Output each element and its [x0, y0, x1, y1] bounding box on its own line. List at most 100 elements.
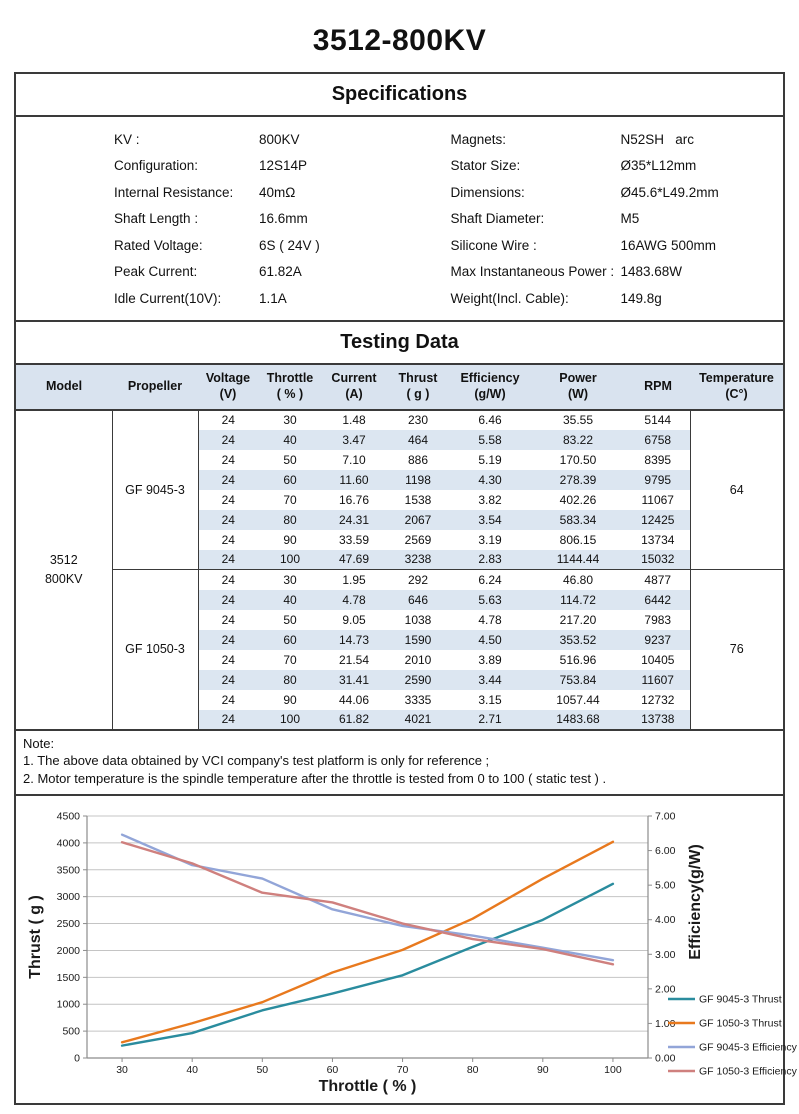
spec-row: KV : 800KV: [16, 126, 400, 153]
table-body: 3512 800KV GF 9045-3 24 30 1.48 230 6.46 35.55 5…: [16, 409, 783, 730]
left-tick-label: 1500: [57, 972, 81, 984]
table-row: GF 1050-3 24 30 1.95 292 6.24 46.80 4877 76: [16, 569, 783, 730]
table-row: 24 100 61.82 4021 2.71 1483.68 13738: [16, 709, 783, 730]
spec-value: N52SH arc: [620, 131, 695, 147]
data-cell: 14.73: [322, 629, 386, 650]
data-cell: 464: [386, 429, 450, 450]
data-cell: 6442: [626, 589, 690, 610]
specifications-body: KV : 800KV Configuration: 12S14P Internal Re…: [16, 117, 783, 322]
page-title: 3512-800KV: [312, 24, 487, 57]
data-cell: 516.96: [559, 652, 597, 667]
data-cell: 1590: [386, 629, 450, 650]
note-lines: 1. The above data obtained by VCI compan…: [23, 752, 776, 787]
data-cell: 3.44: [450, 669, 530, 690]
data-cell: 33.59: [338, 532, 370, 547]
table-row: 24 60 11.60 1198 4.30 278.39 9795: [16, 469, 783, 490]
table-row: 24 60 14.73 1590 4.50 353.52 9237: [16, 629, 783, 650]
data-cell: 90: [283, 532, 297, 547]
spec-value: 16.6mm: [259, 211, 308, 227]
data-cell: 30: [258, 569, 322, 590]
series-line-2: [120, 833, 615, 962]
data-cell: 24.31: [322, 509, 386, 530]
data-cell: 4.78: [322, 589, 386, 610]
data-cell: 24: [198, 469, 258, 490]
data-cell: 3.15: [478, 692, 502, 707]
testing-data-title: Testing Data: [340, 330, 459, 353]
data-cell: 217.20: [559, 612, 597, 627]
table-row: 24 70 21.54 2010 3.89 516.96 10405: [16, 650, 783, 670]
data-cell: 61.82: [322, 709, 386, 730]
data-cell: 24: [198, 669, 258, 690]
model-cell: 3512 800KV: [16, 409, 113, 730]
spec-value: Ø45.6*L49.2mm: [620, 184, 719, 200]
left-tick-label: 3000: [57, 891, 81, 903]
legend-label: GF 1050-3 Efficiency: [699, 1066, 798, 1078]
column-header: Model: [16, 364, 112, 411]
spec-row: Silicone Wire : 16AWG 500mm: [400, 232, 784, 259]
spec-row: Internal Resistance: 40mΩ: [16, 179, 400, 206]
data-cell: 83.22: [530, 429, 626, 450]
data-cell: 35.55: [562, 413, 594, 427]
spec-row: Magnets: N52SH arc: [400, 126, 784, 153]
chart-section: 0 500 1000 1500 2000 2500 3000 3500 4000 4500 0.00…: [16, 796, 798, 1103]
right-tick-label: 7.00: [655, 811, 676, 823]
data-cell: 21.54: [338, 652, 370, 667]
data-cell: 31.41: [322, 669, 386, 690]
spec-value: 40mΩ: [259, 184, 296, 200]
table-row: 3512 800KV GF 9045-3 24 30 1.48 230 6.46 35.55 5…: [16, 409, 783, 730]
x-tick-label: 70: [397, 1064, 409, 1076]
data-cell: 44.06: [338, 692, 370, 707]
data-cell: 47.69: [322, 549, 386, 570]
left-tick-label: 2500: [57, 918, 81, 930]
data-cell: 9795: [626, 469, 690, 490]
table-row: 24 100 47.69 3238 2.83 1144.44 15032: [16, 549, 783, 570]
spec-label: Silicone Wire :: [450, 237, 537, 253]
data-cell: 13738: [626, 709, 690, 730]
temperature-cell: 76: [689, 569, 783, 730]
column-header: Throttle ( % ): [258, 364, 322, 411]
data-cell: 402.26: [559, 492, 597, 507]
data-cell: 2.71: [450, 709, 530, 730]
data-cell: 6.46: [478, 413, 502, 427]
column-header: Efficiency (g/W): [450, 364, 530, 411]
data-cell: 6758: [626, 429, 690, 450]
table-row: 24 80 24.31 2067 3.54 583.34 12425: [16, 509, 783, 530]
data-cell: 353.52: [530, 629, 626, 650]
x-axis-title: Throttle ( % ): [319, 1078, 417, 1095]
spec-value: 16AWG 500mm: [620, 237, 717, 253]
data-cell: 5144: [644, 413, 672, 427]
legend-label: GF 9045-3 Efficiency: [699, 1042, 798, 1054]
data-cell: 1.95: [322, 569, 386, 590]
table-header: Model Propeller Voltage (V) Throttle ( % ) C…: [16, 364, 783, 411]
note-section: Note: 1. The above data obtained by VCI …: [16, 731, 783, 797]
right-tick-label: 4.00: [655, 914, 676, 926]
data-cell: 3.47: [322, 429, 386, 450]
testing-chart: 0 500 1000 1500 2000 2500 3000 3500 4000 4500 0.00…: [27, 811, 798, 1096]
spec-label: Shaft Length :: [114, 211, 199, 227]
table-row: 24 90 44.06 3335 3.15 1057.44 12732: [16, 690, 783, 710]
right-tick-label: 0.00: [655, 1053, 676, 1065]
spec-value: 149.8g: [620, 290, 662, 306]
data-cell: 2590: [386, 669, 450, 690]
legend-label: GF 9045-3 Thrust: [699, 994, 782, 1006]
spec-label: Peak Current:: [114, 264, 198, 280]
data-cell: 13734: [641, 532, 675, 547]
data-cell: 1057.44: [556, 692, 600, 707]
column-header: Current (A): [322, 364, 386, 411]
table-row: 24 50 9.05 1038 4.78 217.20 7983: [16, 610, 783, 630]
data-cell: 80: [258, 669, 322, 690]
data-cell: 9237: [626, 629, 690, 650]
column-header: Voltage (V): [198, 364, 258, 411]
spec-row: Weight(Incl. Cable): 149.8g: [400, 285, 784, 312]
spec-value: 1483.68W: [620, 264, 683, 280]
data-cell: 2010: [404, 652, 432, 667]
data-cell: 24: [198, 709, 258, 730]
data-cell: 90: [283, 692, 297, 707]
data-cell: 583.34: [530, 509, 626, 530]
data-cell: 753.84: [530, 669, 626, 690]
column-header: Propeller: [112, 364, 198, 411]
data-cell: 6.24: [450, 569, 530, 590]
table-row: 24 80 31.41 2590 3.44 753.84 11607: [16, 669, 783, 690]
x-tick-label: 40: [186, 1064, 198, 1076]
series-line-1: [120, 840, 615, 1044]
